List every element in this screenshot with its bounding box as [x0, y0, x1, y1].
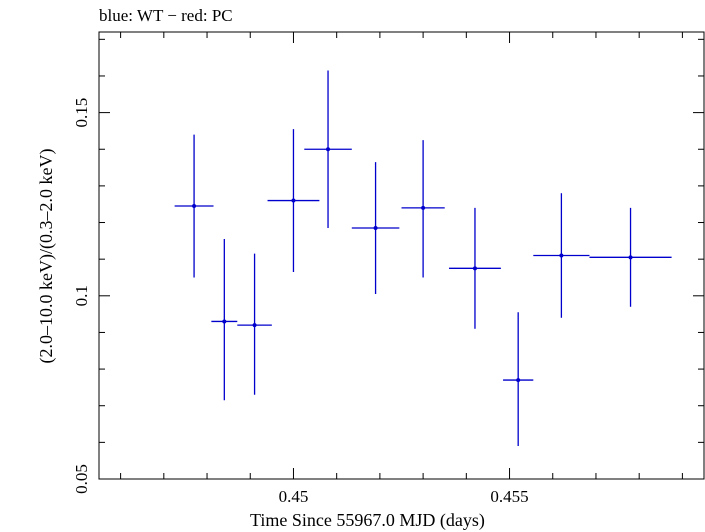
data-marker [516, 378, 521, 383]
data-point [533, 193, 590, 318]
plot-frame [98, 31, 705, 480]
data-point [449, 207, 501, 329]
data-point [304, 70, 352, 229]
chart-title: blue: WT − red: PC [99, 6, 233, 25]
axis-tick-labels: 0.45 0.455 0.05 0.1 0.15 [72, 98, 529, 506]
data-point [211, 239, 238, 401]
y-tick-label: 0.05 [72, 464, 91, 494]
data-marker [472, 266, 477, 271]
data-points [174, 70, 672, 447]
data-point [351, 162, 400, 294]
data-point [174, 134, 214, 278]
data-marker [326, 147, 331, 152]
data-marker [192, 204, 197, 209]
data-point [589, 207, 672, 307]
data-marker [252, 323, 257, 328]
data-marker [222, 319, 227, 324]
x-tick-label: 0.45 [279, 487, 309, 506]
data-point [503, 312, 534, 447]
axis-ticks [99, 32, 704, 480]
data-point [401, 140, 445, 278]
data-marker [628, 255, 633, 260]
data-point [237, 253, 272, 395]
x-axis-label: Time Since 55967.0 MJD (days) [250, 510, 485, 530]
y-axis-label: (2.0–10.0 keV)/(0.3–2.0 keV) [36, 149, 57, 364]
data-marker [421, 205, 426, 210]
data-marker [291, 198, 296, 203]
data-point [267, 129, 320, 272]
x-tick-label: 0.455 [490, 487, 528, 506]
y-tick-label: 0.1 [72, 285, 91, 306]
data-marker [373, 226, 378, 231]
y-tick-label: 0.15 [72, 98, 91, 128]
data-marker [559, 253, 564, 258]
